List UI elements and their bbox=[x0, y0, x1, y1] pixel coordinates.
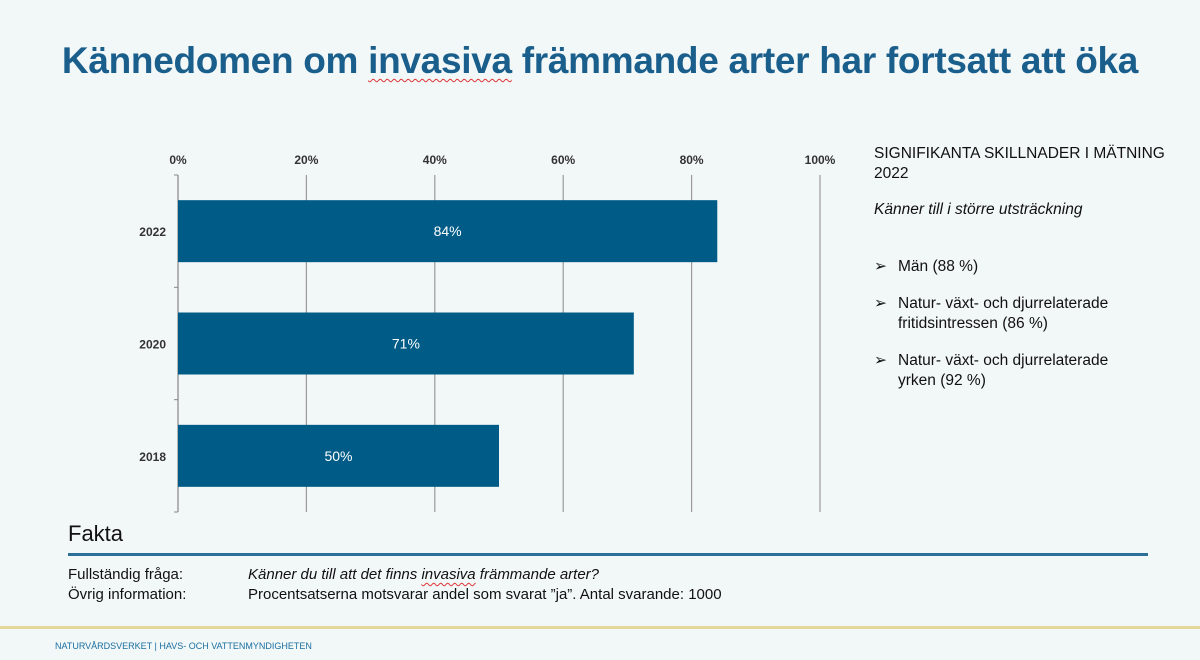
arrowhead-bullet-icon: ➢ bbox=[874, 295, 887, 312]
bar-2018 bbox=[178, 424, 499, 487]
divider bbox=[68, 553, 1148, 556]
title-text: främmande arter har fortsatt att öka bbox=[511, 40, 1139, 81]
fakta-heading: Fakta bbox=[68, 521, 124, 546]
item-text: Män (88 %) bbox=[898, 258, 979, 275]
y-tick-label: 2022 bbox=[139, 225, 166, 239]
data-label: 84% bbox=[434, 223, 462, 239]
value-text: främmande arter? bbox=[475, 566, 600, 583]
x-tick-label: 80% bbox=[680, 153, 704, 167]
x-tick-label: 100% bbox=[805, 153, 836, 167]
arrowhead-bullet-icon: ➢ bbox=[874, 258, 887, 275]
panel-heading: SIGNIFIKANTA SKILLNADER I MÄTNING 2022 bbox=[874, 145, 1165, 182]
row-value: Procentsatserna motsvarar andel som svar… bbox=[248, 586, 722, 603]
fakta-row-question: Fullständig fråga: Känner du till att de… bbox=[68, 566, 599, 583]
item-text: yrken (92 %) bbox=[898, 372, 986, 389]
row-label: Övrig information: bbox=[68, 586, 187, 603]
item-text: Natur- växt- och djurrelaterade bbox=[898, 352, 1109, 369]
arrowhead-bullet-icon: ➢ bbox=[874, 352, 887, 369]
bar-2020 bbox=[178, 312, 634, 375]
data-label: 50% bbox=[324, 448, 352, 464]
bar-2022 bbox=[178, 200, 718, 263]
data-label: 71% bbox=[392, 336, 420, 352]
x-tick-label: 60% bbox=[551, 153, 575, 167]
footer-text: NATURVÅRDSVERKET | HAVS- OCH VATTENMYNDI… bbox=[55, 641, 312, 651]
value-text: Känner du till att det finns bbox=[248, 566, 422, 583]
x-tick-label: 40% bbox=[423, 153, 447, 167]
row-label: Fullständig fråga: bbox=[68, 566, 184, 583]
bar-chart: 0% 20% 40% 60% 80% 100% 84% 2022 71% 2020 50% 2018 bbox=[139, 153, 836, 513]
page-title: Kännedomen om invasiva främmande arter h… bbox=[0, 40, 1200, 82]
significant-differences-panel: SIGNIFIKANTA SKILLNADER I MÄTNING 2022 K… bbox=[874, 144, 1174, 408]
y-tick-label: 2020 bbox=[139, 338, 166, 352]
x-tick-label: 0% bbox=[169, 153, 187, 167]
item-text: Natur- växt- och djurrelaterade bbox=[898, 295, 1109, 312]
list-item: ➢ Natur- växt- och djurrelaterade fritids… bbox=[874, 294, 1174, 334]
fakta-row-info: Övrig information: Procentsatserna motsv… bbox=[68, 586, 722, 603]
x-tick-label: 20% bbox=[294, 153, 318, 167]
footer-divider bbox=[0, 626, 1200, 629]
panel-subheading: Känner till i större utsträckning bbox=[874, 201, 1083, 218]
value-text-marked: invasiva bbox=[421, 566, 476, 583]
title-text-marked: invasiva bbox=[368, 40, 512, 81]
list-item: ➢ Natur- växt- och djurrelaterade yrken (9… bbox=[874, 351, 1174, 391]
item-text: fritidsintressen (86 %) bbox=[898, 315, 1048, 332]
y-tick-label: 2018 bbox=[139, 450, 166, 464]
row-value: Känner du till att det finns invasiva fr… bbox=[248, 566, 599, 583]
title-text: Kännedomen om bbox=[61, 40, 369, 81]
list-item: ➢ Män (88 %) bbox=[874, 257, 1174, 277]
